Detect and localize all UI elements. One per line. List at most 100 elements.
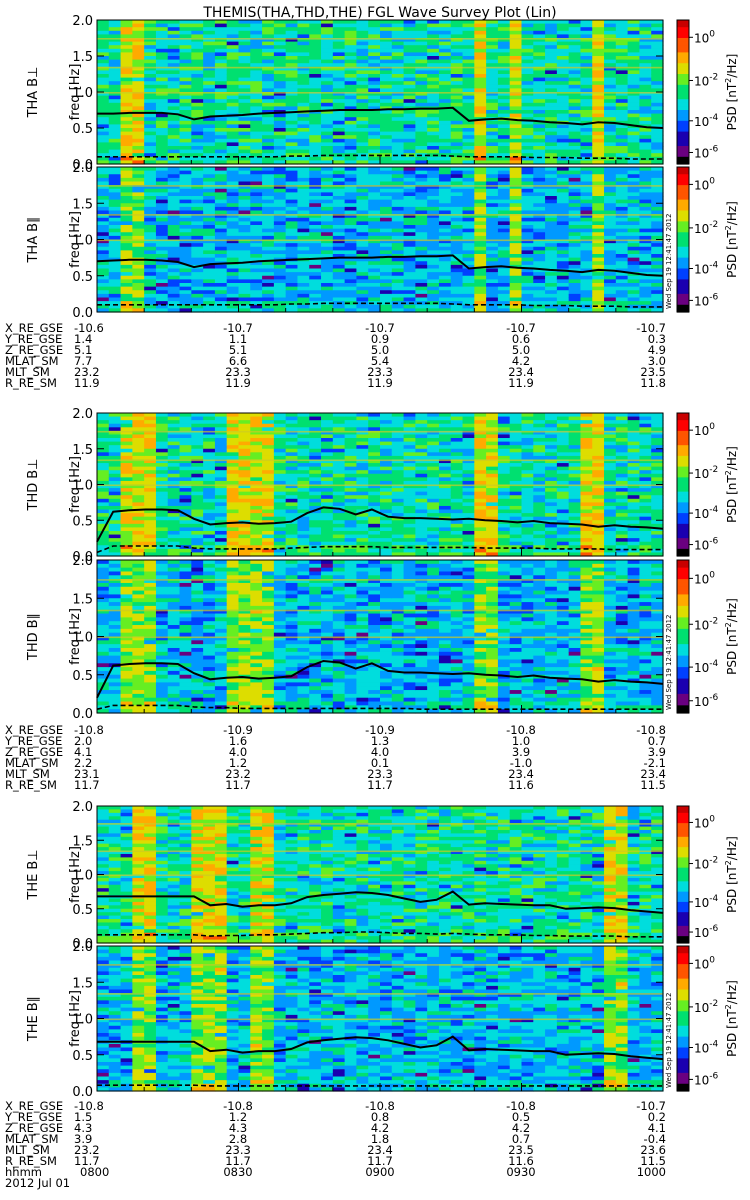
heatmap-cell <box>297 301 310 306</box>
heatmap-cell <box>309 268 322 273</box>
heatmap-cell <box>545 34 558 39</box>
heatmap-cell <box>191 77 204 82</box>
heatmap-cell <box>533 235 546 241</box>
heatmap-cell <box>262 286 275 291</box>
heatmap-cell <box>297 491 310 496</box>
heatmap-cell <box>368 48 381 53</box>
heatmap-cell <box>214 430 228 436</box>
heatmap-cell <box>167 124 181 129</box>
heatmap-cell <box>262 131 275 136</box>
heatmap-cell <box>486 59 499 64</box>
heatmap-cell <box>285 38 299 43</box>
heatmap-cell <box>556 81 570 86</box>
heatmap-cell <box>108 420 122 425</box>
heatmap-cell <box>427 275 440 280</box>
heatmap-cell <box>627 261 641 266</box>
heatmap-cell <box>391 20 405 25</box>
heatmap-cell <box>214 254 228 259</box>
heatmap-cell <box>108 239 122 244</box>
heatmap-cell <box>108 84 122 89</box>
y-tick-label: 1.5 <box>72 197 93 212</box>
heatmap-cell <box>533 160 546 165</box>
heatmap-cell <box>556 20 570 25</box>
heatmap-cell <box>155 290 169 295</box>
colorbar-segment <box>677 206 689 212</box>
heatmap-cell <box>214 545 228 550</box>
heatmap-cell <box>167 156 181 161</box>
heatmap-cell <box>604 102 617 107</box>
tick-exponent: -4 <box>709 113 718 123</box>
heatmap-cell <box>627 167 641 172</box>
heatmap-cell <box>639 308 652 313</box>
colorbar-segment <box>677 196 689 201</box>
heatmap-cell <box>427 225 440 230</box>
heatmap-cell <box>132 480 145 486</box>
heatmap-cell <box>450 243 464 248</box>
heatmap-cell <box>191 484 204 489</box>
heatmap-cell <box>368 455 381 461</box>
heatmap-cell <box>344 441 358 446</box>
heatmap-cell <box>497 225 511 230</box>
heatmap-cell <box>604 221 617 226</box>
heatmap-cell <box>580 196 593 201</box>
heatmap-cell <box>368 488 381 493</box>
heatmap-cell <box>238 502 251 507</box>
heatmap-cell <box>250 264 263 270</box>
heatmap-cell <box>391 146 405 151</box>
heatmap-cell <box>615 221 629 226</box>
heatmap-cell <box>344 88 358 93</box>
heatmap-cell <box>144 279 157 284</box>
heatmap-cell <box>120 217 133 222</box>
colorbar-segment <box>677 297 689 302</box>
heatmap-cell <box>391 257 405 262</box>
heatmap-cell <box>108 160 122 165</box>
heatmap-cell <box>592 30 605 35</box>
panel-component: B⊥ <box>26 67 41 87</box>
heatmap-cell <box>273 534 287 539</box>
heatmap-cell <box>179 509 192 514</box>
heatmap-cell <box>285 523 299 528</box>
heatmap-cell <box>144 70 157 75</box>
heatmap-cell <box>203 527 216 532</box>
heatmap-cell <box>415 120 428 125</box>
heatmap-cell <box>356 27 369 32</box>
heatmap-cell <box>273 423 287 428</box>
heatmap-cell <box>144 530 157 536</box>
heatmap-cell <box>651 286 664 291</box>
colorbar-segment <box>677 135 689 140</box>
heatmap-cell <box>203 199 216 204</box>
heatmap-cell <box>580 235 593 241</box>
heatmap-cell <box>297 538 310 543</box>
heatmap-cell <box>403 268 416 273</box>
heatmap-cell <box>356 470 369 475</box>
heatmap-cell <box>179 203 192 208</box>
heatmap-cell <box>521 246 534 251</box>
heatmap-cell <box>250 463 263 468</box>
heatmap-cell <box>97 541 110 546</box>
heatmap-cell <box>273 138 287 143</box>
heatmap-cell <box>356 84 369 89</box>
heatmap-cell <box>462 301 475 306</box>
heatmap-cell <box>368 214 381 219</box>
heatmap-cell <box>167 217 181 222</box>
heatmap-cell <box>155 304 169 309</box>
heatmap-cell <box>321 38 334 43</box>
heatmap-cell <box>285 174 299 179</box>
heatmap-cell <box>179 516 192 521</box>
heatmap-cell <box>167 196 181 201</box>
heatmap-cell <box>179 206 192 212</box>
heatmap-cell <box>368 272 381 277</box>
heatmap-cell <box>604 30 617 35</box>
heatmap-cell <box>615 239 629 244</box>
heatmap-cell <box>203 275 216 280</box>
heatmap-cell <box>155 48 169 53</box>
heatmap-cell <box>108 268 122 273</box>
heatmap-cell <box>568 177 582 183</box>
heatmap-cell <box>368 239 381 244</box>
heatmap-cell <box>380 77 393 82</box>
heatmap-cell <box>604 290 617 295</box>
heatmap-cell <box>214 38 228 43</box>
heatmap-cell <box>438 117 452 122</box>
heatmap-cell <box>474 110 487 115</box>
heatmap-cell <box>368 59 381 64</box>
